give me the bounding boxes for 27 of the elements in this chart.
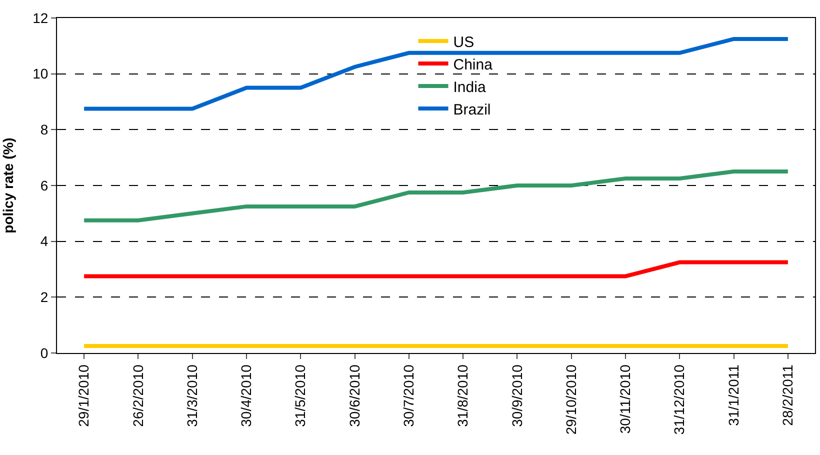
x-tick-label: 31/3/2010 [184,364,200,427]
x-tick-label: 26/2/2010 [130,364,146,427]
x-tick-label: 31/8/2010 [454,364,471,427]
line-series [82,170,790,222]
x-tick-label: 31/5/2010 [292,364,308,427]
x-tick-label: 30/7/2010 [400,364,416,427]
x-tick-label: 30/9/2010 [508,364,525,427]
x-tick-label: 31/12/2010 [671,364,688,435]
legend-label: China [453,56,494,74]
x-tick-label: 30/11/2010 [617,364,634,434]
y-axis-title: policy rate (%) [0,138,16,234]
y-tick-label: 12 [32,10,48,26]
y-tick-label: 8 [40,122,48,138]
x-tick-label: 30/4/2010 [238,364,254,427]
y-tick-label: 10 [32,66,48,82]
legend-label: Brazil [453,101,491,118]
legend-label: US [453,34,474,51]
x-tick-label: 29/1/2010 [76,364,92,427]
x-tick-label: 31/1/2011 [725,364,742,426]
y-tick-label: 0 [40,344,48,361]
x-tick-label: 28/2/2011 [779,364,796,426]
x-tick-label: 29/10/2010 [562,364,579,435]
y-tick-label: 2 [40,289,48,306]
x-tick-label: 30/6/2010 [346,364,362,427]
legend-label: India [453,78,486,96]
y-tick-label: 4 [40,233,48,250]
y-tick-label: 6 [40,177,48,194]
